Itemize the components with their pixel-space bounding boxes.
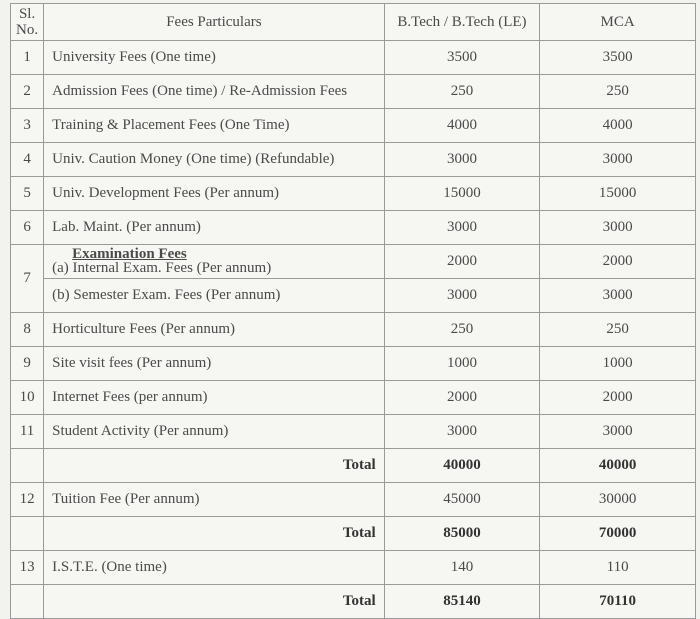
table-row-13: 13 I.S.T.E. (One time) 140 110 — [9, 550, 696, 585]
mca-cell: 110 — [539, 550, 696, 585]
particulars-cell: I.S.T.E. (One time) — [43, 550, 385, 585]
total-btech: 40000 — [383, 448, 541, 483]
sl-cell: 6 — [9, 210, 45, 245]
total-row-2: Total 85000 70000 — [9, 516, 696, 551]
table-row: 5 Univ. Development Fees (Per annum) 15000… — [9, 176, 696, 211]
mca-cell: 3000 — [539, 142, 696, 177]
fees-table: Sl. No. Fees Particulars B.Tech / B.Tech… — [9, 3, 696, 619]
sl-cell: 11 — [9, 414, 45, 449]
btech-cell: 3000 — [383, 414, 541, 449]
mca-cell: 30000 — [539, 482, 696, 517]
particulars-cell: Tuition Fee (Per annum) — [43, 482, 385, 517]
mca-cell: 250 — [539, 74, 696, 109]
table-row-exam-b: (b) Semester Exam. Fees (Per annum) 3000… — [11, 278, 696, 313]
btech-cell: 4000 — [383, 108, 541, 143]
total-label: Total — [43, 448, 385, 483]
total-btech: 85140 — [383, 584, 541, 619]
btech-cell: 3500 — [383, 40, 541, 75]
sl-cell: 2 — [9, 74, 45, 109]
btech-cell: 15000 — [383, 176, 541, 211]
table-row-exam: 7 Examination Fees (a) Internal Exam. Fe… — [9, 244, 696, 313]
exam-heading: Examination Fees — [72, 246, 187, 262]
exam-sub-b-label: (b) Semester Exam. Fees (Per annum) — [43, 278, 385, 313]
sl-cell — [9, 584, 45, 619]
particulars-cell: Training & Placement Fees (One Time) — [43, 108, 385, 143]
table-row: 3 Training & Placement Fees (One Time) 400… — [9, 108, 696, 143]
btech-cell: 3000 — [383, 278, 541, 313]
total-row-3: Total 85140 70110 — [9, 584, 696, 619]
mca-cell: 3000 — [539, 278, 696, 313]
table-row: 11 Student Activity (Per annum) 3000 3000 — [9, 414, 696, 449]
btech-cell: 3000 — [383, 210, 541, 245]
mca-cell: 250 — [539, 312, 696, 347]
total-row-1: Total 40000 40000 — [9, 448, 696, 483]
table-row: 10 Internet Fees (per annum) 2000 2000 — [9, 380, 696, 415]
total-mca: 40000 — [539, 448, 696, 483]
total-mca: 70000 — [539, 516, 696, 551]
table-row: 8 Horticulture Fees (Per annum) 250 250 — [9, 312, 696, 347]
sl-cell — [9, 516, 45, 551]
header-row: Sl. No. Fees Particulars B.Tech / B.Tech… — [9, 3, 696, 41]
header-sl-no: Sl. No. — [9, 3, 45, 41]
mca-cell: 3000 — [539, 414, 696, 449]
exam-particulars-a: Examination Fees (a) Internal Exam. Fees… — [43, 244, 385, 279]
header-btech: B.Tech / B.Tech (LE) — [383, 3, 541, 41]
table-row: 4 Univ. Caution Money (One time) (Refunda… — [9, 142, 696, 177]
header-particulars: Fees Particulars — [43, 3, 385, 41]
btech-cell: 250 — [383, 74, 541, 109]
btech-cell: 45000 — [383, 482, 541, 517]
mca-cell: 2000 — [539, 380, 696, 415]
btech-cell: 3000 — [383, 142, 541, 177]
mca-cell: 3000 — [539, 210, 696, 245]
mca-cell: 3500 — [539, 40, 696, 75]
particulars-cell: Univ. Development Fees (Per annum) — [43, 176, 385, 211]
btech-cell: 1000 — [383, 346, 541, 381]
table-row: 2 Admission Fees (One time) / Re-Admissio… — [9, 74, 696, 109]
mca-cell: 15000 — [539, 176, 696, 211]
btech-cell: 140 — [383, 550, 541, 585]
table-row: 6 Lab. Maint. (Per annum) 3000 3000 — [9, 210, 696, 245]
exam-sub-a-label: (a) Internal Exam. Fees (Per annum) — [52, 260, 272, 276]
mca-cell: 2000 — [539, 244, 696, 279]
sl-cell: 7 — [9, 244, 45, 313]
btech-cell: 250 — [383, 312, 541, 347]
particulars-cell: Student Activity (Per annum) — [43, 414, 385, 449]
sl-cell: 13 — [9, 550, 45, 585]
particulars-cell: Univ. Caution Money (One time) (Refundab… — [43, 142, 385, 177]
btech-cell: 2000 — [383, 380, 541, 415]
sl-cell: 8 — [9, 312, 45, 347]
total-btech: 85000 — [383, 516, 541, 551]
btech-cell: 2000 — [383, 244, 541, 279]
table-row: 9 Site visit fees (Per annum) 1000 1000 — [9, 346, 696, 381]
particulars-cell: Internet Fees (per annum) — [43, 380, 385, 415]
sl-cell: 3 — [9, 108, 45, 143]
sl-cell: 5 — [9, 176, 45, 211]
mca-cell: 1000 — [539, 346, 696, 381]
header-mca: MCA — [539, 3, 696, 41]
sl-cell — [9, 448, 45, 483]
particulars-cell: Horticulture Fees (Per annum) — [43, 312, 385, 347]
particulars-cell: Site visit fees (Per annum) — [43, 346, 385, 381]
total-mca: 70110 — [539, 584, 696, 619]
sl-cell: 10 — [9, 380, 45, 415]
particulars-cell: Lab. Maint. (Per annum) — [43, 210, 385, 245]
sl-cell: 4 — [9, 142, 45, 177]
sl-cell: 12 — [9, 482, 45, 517]
total-label: Total — [43, 584, 385, 619]
sl-cell: 1 — [9, 40, 45, 75]
particulars-cell: University Fees (One time) — [43, 40, 385, 75]
sl-cell: 9 — [9, 346, 45, 381]
mca-cell: 4000 — [539, 108, 696, 143]
table-row: 1 University Fees (One time) 3500 3500 — [9, 40, 696, 75]
particulars-cell: Admission Fees (One time) / Re-Admission… — [43, 74, 385, 109]
total-label: Total — [43, 516, 385, 551]
table-row-12: 12 Tuition Fee (Per annum) 45000 30000 — [9, 482, 696, 517]
